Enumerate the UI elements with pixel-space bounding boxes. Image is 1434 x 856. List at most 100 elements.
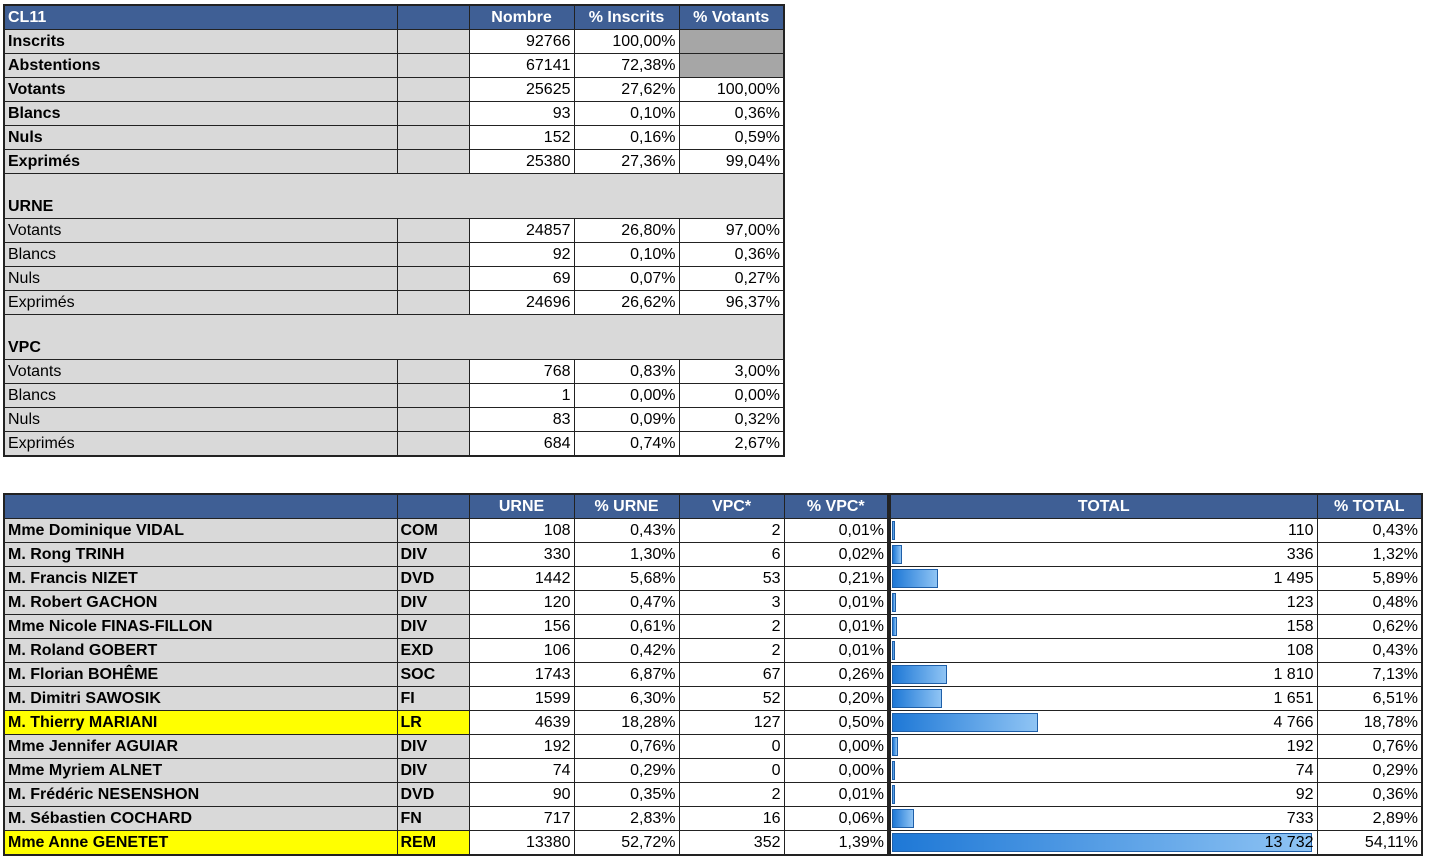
summary-row: Votants 768 0,83% 3,00% [3,359,785,384]
candidate-pct-vpc: 0,01% [783,518,890,543]
summary-row-nombre: 768 [468,359,575,384]
summary-row-pct-inscrits: 0,10% [573,101,680,126]
candidate-total: 13 732 [1264,833,1314,851]
summary-row-nombre: 25625 [468,77,575,102]
summary-row-pct-inscrits: 27,36% [573,149,680,174]
candidate-pct-vpc: 0,01% [783,590,890,615]
candidate-total: 733 [1286,809,1314,827]
candidates-header-total: TOTAL [887,493,1318,519]
candidate-total: 1 810 [1273,665,1314,683]
summary-row-pct-inscrits: 0,00% [573,383,680,408]
candidate-row: M. Sébastien COCHARD FN 717 2,83% 16 0,06% 733… [3,806,1423,831]
section-header-row: VPC [3,314,785,360]
summary-row-nombre: 83 [468,407,575,432]
candidate-row: M. Francis NIZET DVD 1442 5,68% 53 0,21% 1 495… [3,566,1423,591]
total-bar [893,665,948,684]
summary-row: Blancs 92 0,10% 0,36% [3,242,785,267]
candidate-vpc: 6 [678,542,785,567]
candidate-vpc: 52 [678,686,785,711]
candidates-header-pct-total: % TOTAL [1316,493,1423,519]
candidate-pct-total: 54,11% [1316,830,1423,856]
total-bar [893,521,896,540]
candidate-pct-urne: 6,30% [573,686,680,711]
section-header: URNE [3,173,785,219]
summary-row-label: Blancs [3,383,398,408]
candidate-total-cell: 108 [887,638,1318,663]
candidate-pct-urne: 52,72% [573,830,680,856]
summary-row-nombre: 684 [468,431,575,457]
summary-body: Inscrits 92766 100,00% Abstentions 67141 72,3… [3,29,785,457]
candidate-urne: 330 [468,542,575,567]
summary-row-label: Votants [3,218,398,243]
candidates-table: URNE % URNE VPC* % VPC* TOTAL % TOTAL Mm… [3,493,1423,856]
section-header: VPC [3,314,785,360]
summary-row: Exprimés 25380 27,36% 99,04% [3,149,785,174]
summary-row: Nuls 83 0,09% 0,32% [3,407,785,432]
summary-row-label: Inscrits [3,29,398,54]
candidate-vpc: 0 [678,758,785,783]
candidates-header-pct-vpc: % VPC* [783,493,890,519]
summary-row-pct-votants [678,53,785,78]
candidate-name: M. Thierry MARIANI [3,710,398,735]
candidate-name: M. Rong TRINH [3,542,398,567]
summary-row-label: Abstentions [3,53,398,78]
summary-table: CL11 Nombre % Inscrits % Votants Inscrit… [3,4,785,457]
candidate-pct-vpc: 0,00% [783,734,890,759]
candidate-pct-urne: 5,68% [573,566,680,591]
candidates-header-pct-urne: % URNE [573,493,680,519]
candidate-total: 123 [1286,593,1314,611]
candidate-pct-urne: 0,76% [573,734,680,759]
candidate-party: DIV [396,758,470,783]
candidate-pct-vpc: 0,01% [783,638,890,663]
candidate-row: M. Florian BOHÊME SOC 1743 6,87% 67 0,26% 1 81… [3,662,1423,687]
summary-row-nombre: 92766 [468,29,575,54]
candidate-pct-total: 1,32% [1316,542,1423,567]
candidate-total-cell: 92 [887,782,1318,807]
candidate-pct-vpc: 0,20% [783,686,890,711]
summary-row-pct-inscrits: 72,38% [573,53,680,78]
candidate-pct-urne: 0,47% [573,590,680,615]
summary-row: Abstentions 67141 72,38% [3,53,785,78]
candidate-pct-urne: 0,42% [573,638,680,663]
candidate-pct-urne: 0,29% [573,758,680,783]
summary-row-pct-inscrits: 26,62% [573,290,680,315]
candidate-pct-total: 0,36% [1316,782,1423,807]
summary-header-empty [396,4,470,30]
candidate-row: Mme Nicole FINAS-FILLON DIV 156 0,61% 2 0,01%… [3,614,1423,639]
summary-header-pct-inscrits: % Inscrits [573,4,680,30]
summary-row-pct-inscrits: 27,62% [573,77,680,102]
summary-row-pct-inscrits: 0,09% [573,407,680,432]
candidate-vpc: 53 [678,566,785,591]
summary-row-pct-inscrits: 100,00% [573,29,680,54]
summary-row-pct-inscrits: 26,80% [573,218,680,243]
summary-row-empty [396,383,470,408]
summary-row: Inscrits 92766 100,00% [3,29,785,54]
candidate-urne: 120 [468,590,575,615]
summary-row-nombre: 1 [468,383,575,408]
candidate-pct-vpc: 0,01% [783,782,890,807]
summary-row-empty [396,77,470,102]
summary-row-label: Exprimés [3,149,398,174]
summary-row-nombre: 93 [468,101,575,126]
candidate-urne: 1442 [468,566,575,591]
candidate-vpc: 16 [678,806,785,831]
summary-row-pct-votants: 0,36% [678,242,785,267]
candidate-party: SOC [396,662,470,687]
summary-row-pct-votants: 0,36% [678,101,785,126]
candidate-name: Mme Jennifer AGUIAR [3,734,398,759]
total-bar [893,761,895,780]
candidate-party: EXD [396,638,470,663]
summary-row-empty [396,101,470,126]
candidate-party: COM [396,518,470,543]
candidate-party: DIV [396,614,470,639]
total-bar [893,713,1038,732]
summary-row-empty [396,53,470,78]
candidate-total: 4 766 [1273,713,1314,731]
candidate-vpc: 352 [678,830,785,856]
candidate-urne: 13380 [468,830,575,856]
candidate-urne: 1599 [468,686,575,711]
candidate-row: M. Frédéric NESENSHON DVD 90 0,35% 2 0,01% 92 0… [3,782,1423,807]
total-bar [893,689,943,708]
summary-row-empty [396,359,470,384]
summary-row-empty [396,149,470,174]
